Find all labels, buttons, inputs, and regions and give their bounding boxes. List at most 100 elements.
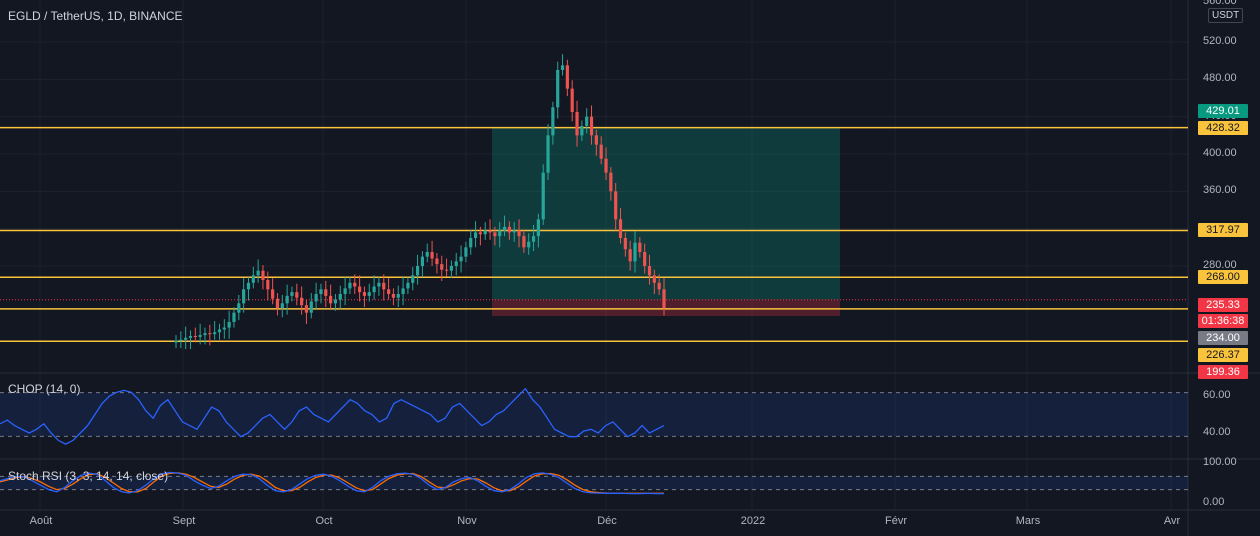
price-tag: 199.36 <box>1198 365 1248 379</box>
candle-body <box>570 88 574 112</box>
time-axis-label[interactable]: 2022 <box>740 515 766 527</box>
chop-band <box>0 392 1188 437</box>
candle-body <box>237 303 241 313</box>
candle-body <box>614 191 618 220</box>
stoch-band <box>0 476 1188 490</box>
candle-body <box>314 294 318 302</box>
candle-body <box>536 219 540 237</box>
time-axis-label[interactable]: Sept <box>172 515 196 527</box>
candle-body <box>430 252 434 259</box>
price-tick-label: 280.00 <box>1203 259 1237 271</box>
chop-indicator-label[interactable]: CHOP (14, 0) <box>8 382 81 396</box>
time-axis-label[interactable]: Août <box>29 515 53 527</box>
candle-body <box>454 261 458 266</box>
candle-body <box>203 333 207 336</box>
price-tag: 235.33 <box>1198 298 1248 312</box>
stoch-k-line <box>0 471 664 495</box>
candle-body <box>560 65 565 70</box>
candle-body <box>435 258 439 265</box>
candle-body <box>522 236 526 248</box>
symbol-title[interactable]: EGLD / TetherUS, 1D, BINANCE <box>8 9 183 23</box>
candle-body <box>420 256 425 266</box>
candle-body <box>502 226 507 231</box>
candle-body <box>353 282 357 287</box>
candle-body <box>372 286 376 293</box>
candle-body <box>232 312 236 322</box>
candle-body <box>295 292 299 298</box>
candle-body <box>589 116 594 136</box>
candle-body <box>556 70 560 108</box>
candle-body <box>575 112 579 136</box>
candle-body <box>594 135 598 145</box>
candle-body <box>217 329 222 333</box>
candle-body <box>386 289 391 294</box>
candle-body <box>348 282 352 289</box>
candle-body <box>565 65 569 89</box>
stoch-tick-label: 100.00 <box>1203 456 1237 468</box>
time-axis-label[interactable]: Févr <box>885 515 907 527</box>
stoch-d-line <box>0 472 664 494</box>
candle-body <box>266 280 270 290</box>
candle-body <box>377 282 381 287</box>
chop-tick-label: 60.00 <box>1203 389 1231 401</box>
stoch-tick-label: 0.00 <box>1203 496 1225 508</box>
candle-body <box>338 294 342 300</box>
chop-tick-label: 40.00 <box>1203 426 1231 438</box>
candle-body <box>179 339 183 341</box>
candle-body <box>585 116 589 126</box>
candle-body <box>280 303 284 308</box>
candle-body <box>464 247 468 257</box>
candle-body <box>551 107 555 136</box>
candle-body <box>275 298 280 308</box>
currency-label[interactable]: USDT <box>1208 8 1244 23</box>
candle-body <box>358 286 362 293</box>
price-tag: 226.37 <box>1198 348 1248 362</box>
candle-body <box>440 264 444 270</box>
candle-body <box>507 226 511 233</box>
time-axis-label[interactable]: Déc <box>597 515 617 527</box>
candle-body <box>251 275 255 283</box>
candle-body <box>546 135 550 173</box>
candle-body <box>382 282 386 290</box>
price-tick-label: 400.00 <box>1203 147 1237 159</box>
candle-body <box>246 282 251 290</box>
position-loss-zone <box>492 299 840 317</box>
candle-body <box>623 238 627 250</box>
candle-body <box>290 292 294 296</box>
price-tag: 01:36:38 <box>1198 314 1248 328</box>
candle-body <box>604 158 608 173</box>
time-axis-label[interactable]: Mars <box>1015 515 1041 527</box>
time-axis-label[interactable]: Avr <box>1163 515 1181 527</box>
candle-body <box>174 340 178 343</box>
candle-body <box>343 288 347 294</box>
candle-body <box>512 230 516 233</box>
candle-body <box>638 242 642 252</box>
candle-body <box>256 270 260 276</box>
candle-body <box>652 275 656 283</box>
candle-body <box>425 252 429 257</box>
candle-body <box>444 269 449 271</box>
price-tag: 317.97 <box>1198 223 1248 237</box>
price-tick-label: 560.00 <box>1203 0 1237 7</box>
candle-body <box>324 289 328 296</box>
price-tag: 268.00 <box>1198 270 1248 284</box>
time-axis-label[interactable]: Oct <box>315 515 333 527</box>
stoch-rsi-indicator-label[interactable]: Stoch RSI (3, 3, 14, 14, close) <box>8 469 169 483</box>
candle-body <box>184 337 188 340</box>
candle-body <box>618 219 623 238</box>
time-axis-label[interactable]: Nov <box>457 515 477 527</box>
candle-body <box>415 266 420 276</box>
candle-body <box>271 289 275 299</box>
candle-body <box>580 126 584 136</box>
candle-body <box>300 297 304 306</box>
candle-body <box>222 327 226 330</box>
candle-body <box>285 295 289 304</box>
candle-body <box>367 292 371 296</box>
price-tick-label: 480.00 <box>1203 72 1237 85</box>
candle-body <box>609 172 613 192</box>
candle-body <box>541 172 545 220</box>
price-tick-label: 360.00 <box>1203 184 1237 197</box>
price-tag: 234.00 <box>1198 331 1248 345</box>
candle-body <box>362 292 367 296</box>
